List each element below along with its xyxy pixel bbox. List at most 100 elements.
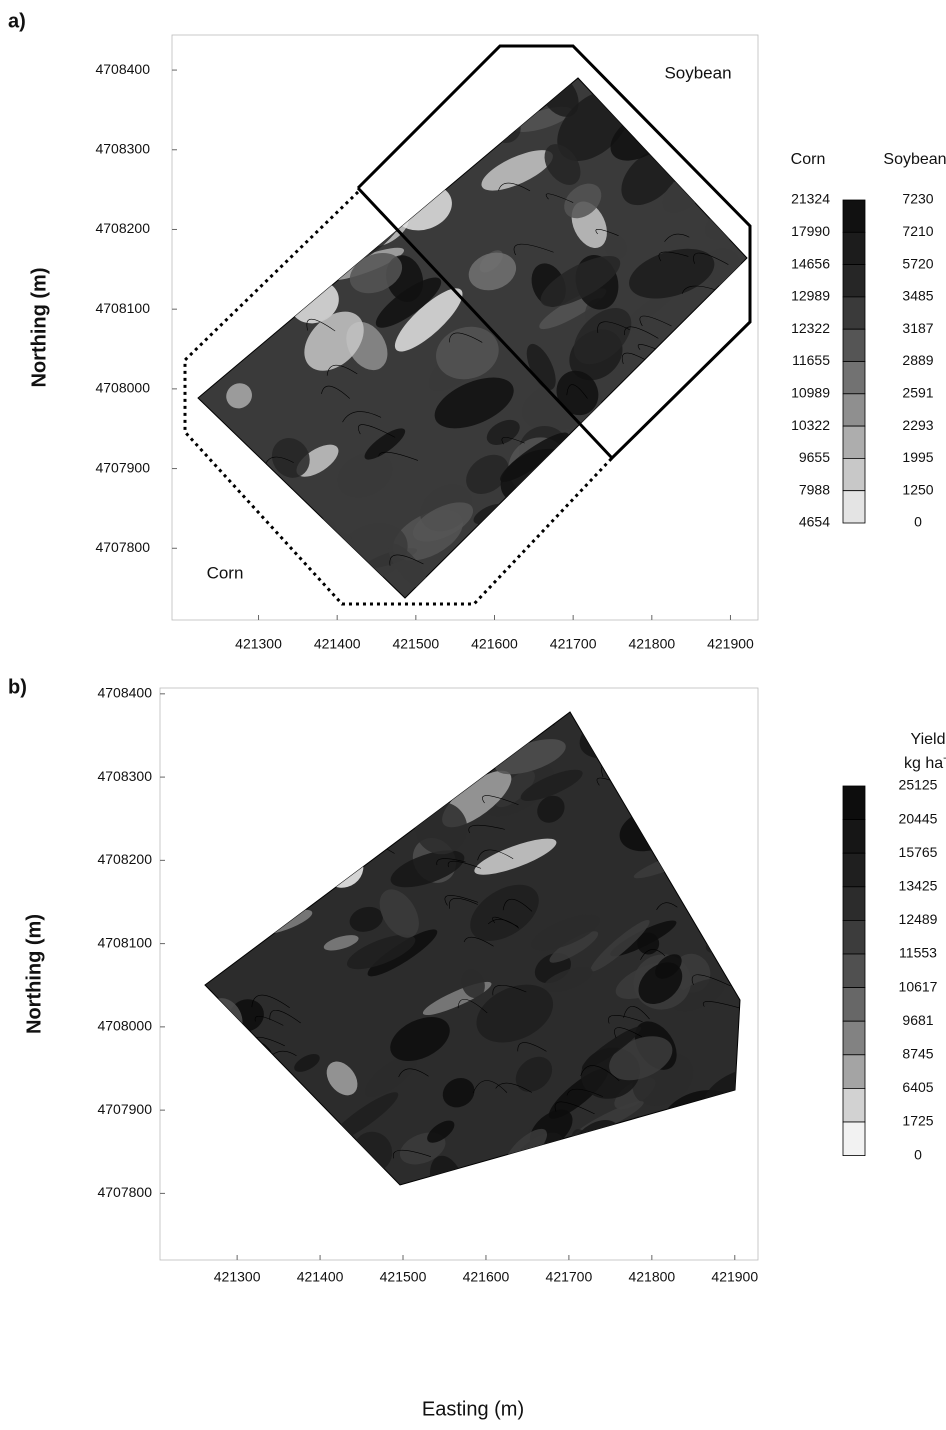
contour-line [179,937,217,948]
contour-line [540,1234,568,1244]
yield-zone [643,1187,718,1246]
yield-zone [263,1117,301,1156]
legend-level: 12989 [791,288,830,304]
x-tick-label: 421400 [314,636,361,652]
contour-line [183,99,203,109]
yield-zone [655,809,728,880]
legend-level: 9681 [902,1012,933,1028]
contour-line [535,1222,562,1237]
contour-line [748,143,780,158]
y-tick-label: 4708300 [95,140,150,156]
x-tick-label: 421800 [628,1269,675,1285]
yield-zone [686,337,758,398]
yield-zone [377,1215,418,1257]
contour-line [677,763,699,772]
contour-line [583,532,611,544]
yield-zone [251,15,329,93]
yield-zone [261,666,324,728]
legend-swatch [843,362,865,394]
yield-zone [366,51,462,126]
yield-zone [703,420,751,468]
yield-zone [366,14,443,81]
contour-line [349,702,376,709]
legend-swatch [843,491,865,523]
yield-zone [424,1194,503,1269]
y-tick-label: 4707800 [97,1184,152,1200]
yield-zone [219,129,267,179]
y-axis-label: Northing (m) [28,268,50,388]
legend-level: 4654 [799,514,830,530]
yield-zone [533,1177,615,1257]
contour-line [298,236,334,247]
yield-zone [210,902,248,961]
legend-swatch [843,1122,865,1156]
yield-zone [149,997,207,1061]
contour-line [716,681,743,691]
contour-line [171,1001,195,1010]
yield-zone [413,688,485,746]
yield-zone [706,1177,796,1255]
legend-level: 11655 [792,352,830,368]
yield-zone [167,172,240,234]
yield-zone [207,688,243,729]
contour-line [263,316,285,326]
y-tick-label: 4707900 [97,1101,152,1117]
legend-swatch [843,1021,865,1055]
legend-swatch [843,887,865,921]
yield-zone [183,64,263,133]
yield-zone [145,1075,232,1139]
contour-line [211,517,238,527]
yield-zone [637,1172,694,1228]
panel-label: a) [8,10,26,32]
yield-zone [717,885,757,928]
x-tick-label: 421900 [711,1269,758,1285]
yield-zone [263,159,314,195]
contour-line [733,885,764,901]
contour-line [193,268,215,281]
legend-swatch [843,394,865,426]
x-tick-label: 421300 [235,636,282,652]
contour-line [726,456,747,466]
contour-line [607,401,638,416]
yield-zone [625,719,669,768]
contour-line [190,1016,220,1025]
yield-zone [646,481,713,541]
yield-zone [167,916,200,952]
yield-zone [203,796,254,844]
yield-zone [183,1190,234,1246]
contour-line [221,80,254,94]
contour-line [660,543,690,551]
contour-line [671,136,711,146]
contour-line [187,828,224,836]
contour-line [184,155,216,168]
legend-swatch [843,426,865,458]
yield-zone [158,159,198,202]
contour-line [398,145,432,155]
yield-zone [178,99,209,130]
yield-zone [210,1154,281,1223]
legend-level: 1250 [902,481,933,497]
legend-swatch [843,1088,865,1122]
contour-line [224,892,246,904]
legend-swatch [843,920,865,954]
contour-line [693,453,714,462]
legend-level: 2591 [902,385,933,401]
y-tick-label: 4708100 [97,934,152,950]
yield-zone [386,752,467,805]
yield-zone [131,787,210,827]
legend-level: 13425 [899,878,938,894]
yield-zone [664,111,729,173]
legend-level: 11553 [899,945,937,961]
contour-line [270,1170,306,1185]
yield-zone [244,17,330,80]
yield-zone [207,1087,303,1162]
yield-zone [648,701,696,748]
yield-zone [643,513,737,599]
yield-zone [251,578,311,626]
y-tick-label: 4708200 [97,851,152,867]
contour-line [560,1179,588,1191]
yield-zone [641,496,739,581]
legend-unit: kg ha-1 [904,753,946,773]
legend-level: 7210 [902,223,933,239]
contour-line [327,799,367,810]
